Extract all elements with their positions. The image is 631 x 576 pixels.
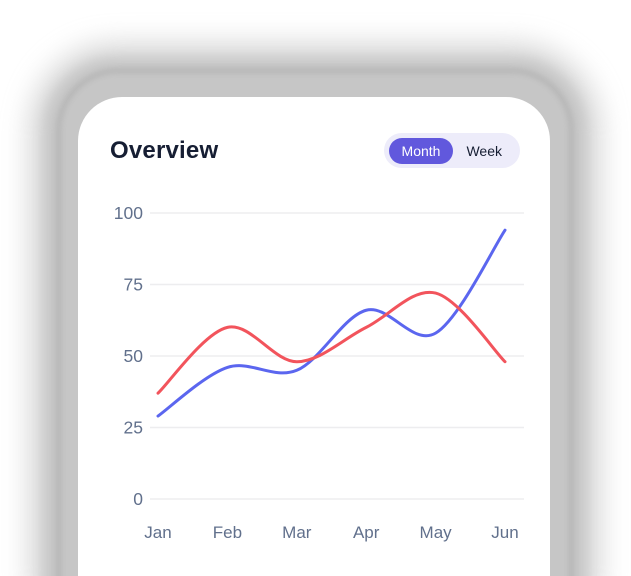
phone-bezel-edge — [57, 69, 573, 576]
page-title: Overview — [110, 136, 219, 164]
toggle-week-button[interactable]: Week — [453, 138, 515, 164]
period-toggle[interactable]: Month Week — [383, 133, 520, 168]
card-header: Overview Month Week — [78, 97, 550, 168]
toggle-month-button[interactable]: Month — [388, 137, 454, 164]
phone-screen: Overview Month Week — [78, 97, 550, 576]
